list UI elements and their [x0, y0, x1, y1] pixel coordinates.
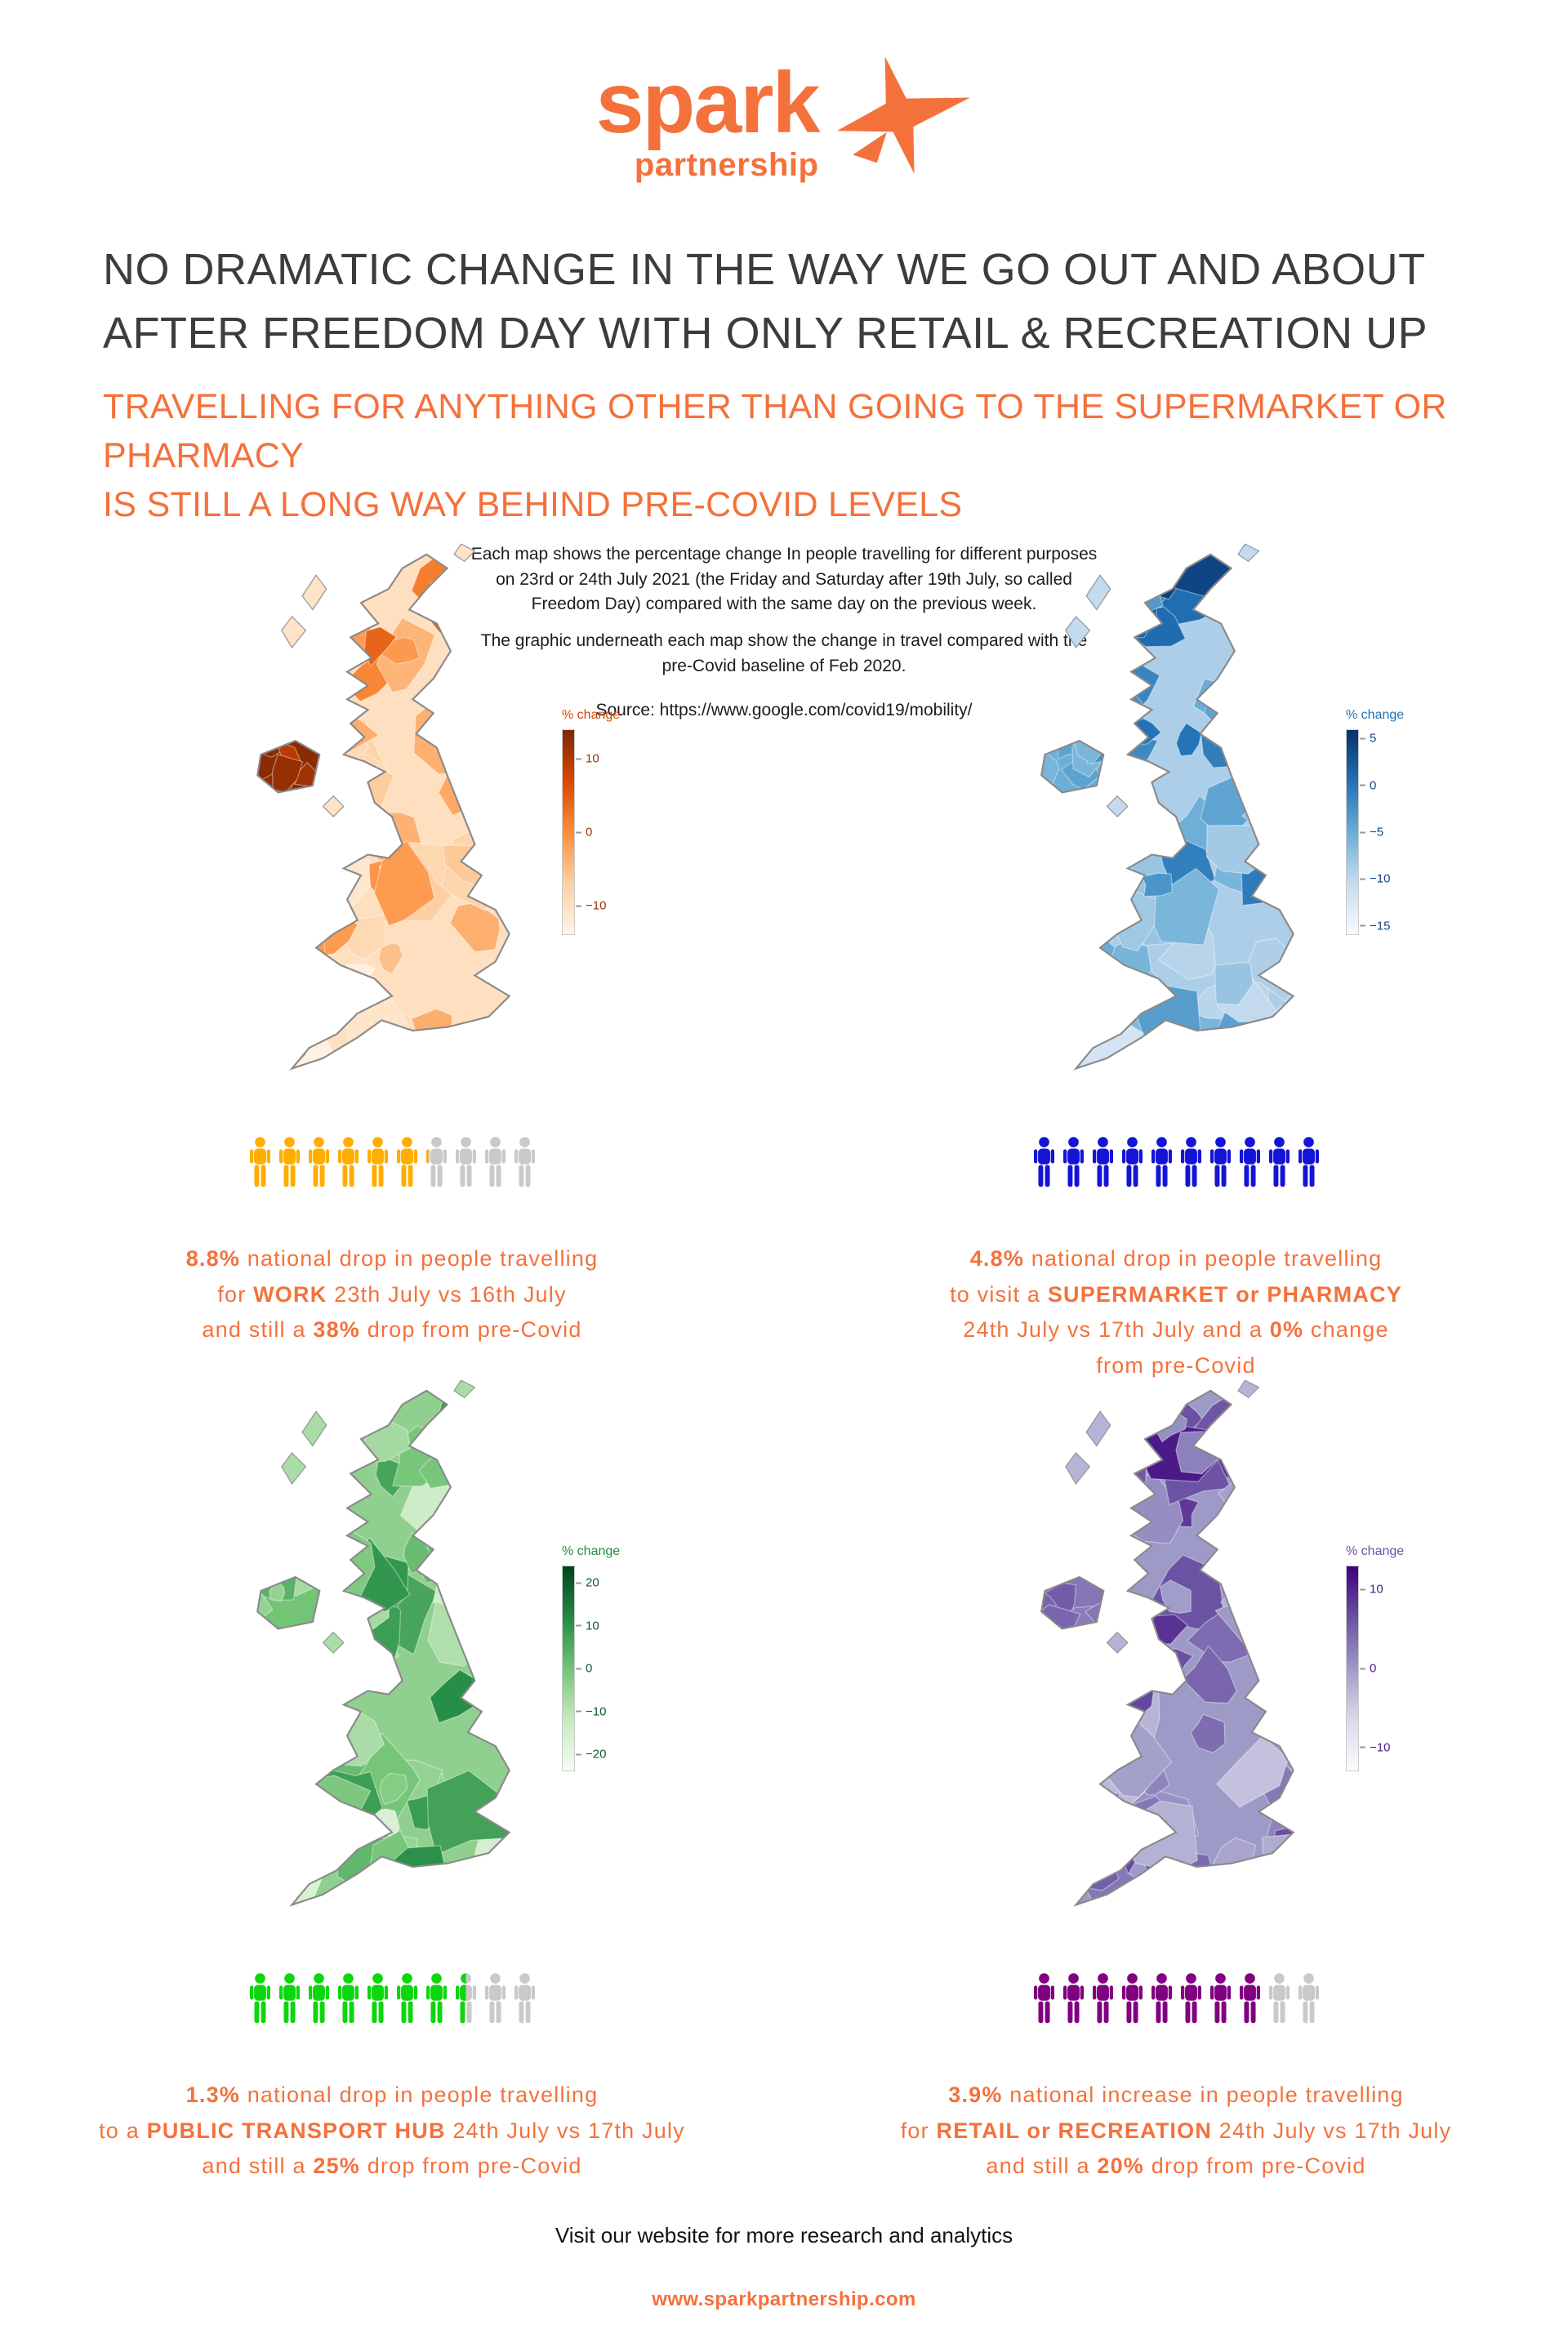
legend-label: % change [562, 708, 621, 722]
person-icon [249, 1137, 270, 1187]
legend-ticks: 10 0 −10 [576, 729, 641, 935]
person-icon [1062, 1973, 1084, 2024]
person-icon [278, 1973, 300, 2024]
person-icon [1268, 1137, 1290, 1187]
person-icon [278, 1137, 300, 1187]
person-icon [1092, 1137, 1113, 1187]
uk-choropleth-map-retail [1040, 1379, 1295, 1907]
intro-paragraph-1: Each map shows the percentage change In … [470, 545, 1098, 614]
color-scale-legend: % change 10 0 −10 [562, 708, 660, 935]
map-section-public-transport: % change 20 10 0 −10 −20 1.3% national drop … [0, 1377, 784, 2185]
legend-ticks: 20 10 0 −10 −20 [576, 1566, 641, 1771]
person-icon [1180, 1137, 1201, 1187]
person-icon [1121, 1973, 1143, 2024]
person-icon [249, 1973, 270, 2024]
map-area: % change 5 0 −5 −10 −15 [784, 541, 1568, 1093]
person-icon [396, 1137, 417, 1187]
person-icon [367, 1973, 388, 2024]
legend-label: % change [1346, 1544, 1405, 1558]
legend-label: % change [1346, 708, 1405, 722]
person-icon [337, 1137, 359, 1187]
map-caption-transport: 1.3% national drop in people travelling t… [99, 2082, 685, 2179]
map-section-retail-recreation: % change 10 0 −10 3.9% national increase i… [784, 1377, 1568, 2185]
person-icon [455, 1137, 476, 1187]
person-icon [337, 1973, 359, 2024]
intro-paragraph-2: The graphic underneath each map show the… [480, 630, 1088, 675]
legend-gradient-bar [562, 729, 575, 935]
footer-text: Visit our website for more research and … [555, 2223, 1013, 2247]
legend-label: % change [562, 1544, 621, 1558]
color-scale-legend: % change 20 10 0 −10 −20 [562, 1544, 660, 1771]
person-icon [1033, 1973, 1054, 2024]
legend-body: 10 0 −10 [562, 729, 660, 935]
legend-gradient-bar [1346, 729, 1359, 935]
color-scale-legend: % change 5 0 −5 −10 −15 [1346, 708, 1444, 935]
legend-body: 10 0 −10 [1346, 1566, 1444, 1771]
uk-choropleth-map-work [256, 543, 511, 1071]
map-area: % change 10 0 −10 [784, 1377, 1568, 1929]
map-caption-work: 8.8% national drop in people travelling f… [185, 1246, 599, 1343]
person-icon [1151, 1137, 1172, 1187]
logo-wordmark: spark [595, 55, 821, 151]
legend-ticks: 5 0 −5 −10 −15 [1360, 729, 1425, 935]
footer-url-link[interactable]: www.sparkpartnership.com [652, 2288, 916, 2310]
legend-gradient-bar [562, 1566, 575, 1771]
subheadline: TRAVELLING FOR ANYTHING OTHER THAN GOING… [103, 387, 1447, 525]
person-icon [514, 1137, 535, 1187]
person-icon [308, 1973, 329, 2024]
person-icon [1180, 1973, 1201, 2024]
intro-text: Each map shows the percentage change In … [466, 542, 1102, 735]
map-section-supermarket-pharmacy: % change 5 0 −5 −10 −15 4.8% national drop i… [784, 541, 1568, 1384]
color-scale-legend: % change 10 0 −10 [1346, 1544, 1444, 1771]
spark-star-icon [836, 56, 970, 175]
source-note: Source: https://www.google.com/covid19/m… [595, 701, 973, 720]
person-icon [1239, 1137, 1260, 1187]
legend-body: 20 10 0 −10 −20 [562, 1566, 660, 1771]
logo: spark partnership [595, 55, 973, 188]
person-icon [1239, 1973, 1260, 2024]
person-icon [514, 1973, 535, 2024]
person-icon [425, 1973, 447, 2024]
map-caption-retail: 3.9% national increase in people travell… [900, 2082, 1452, 2179]
person-icon [1298, 1973, 1319, 2024]
legend-ticks: 10 0 −10 [1360, 1566, 1425, 1771]
legend-gradient-bar [1346, 1566, 1359, 1771]
person-icon [396, 1973, 417, 2024]
pictogram-row-supermarket [1031, 1130, 1322, 1192]
headline: NO DRAMATIC CHANGE IN THE WAY WE GO OUT … [103, 245, 1428, 358]
person-icon [1121, 1137, 1143, 1187]
pictogram-row-work [247, 1130, 538, 1192]
person-icon [484, 1973, 506, 2024]
map-area: % change 10 0 −10 [0, 541, 784, 1093]
person-icon [425, 1137, 447, 1187]
pictogram-row-transport [247, 1967, 538, 2029]
legend-body: 5 0 −5 −10 −15 [1346, 729, 1444, 935]
person-icon [1268, 1973, 1290, 2024]
person-icon [1209, 1137, 1231, 1187]
person-icon [1151, 1973, 1172, 2024]
person-icon [484, 1137, 506, 1187]
map-section-work: % change 10 0 −10 8.8% national drop in pe… [0, 541, 784, 1348]
person-icon [1092, 1973, 1113, 2024]
logo-subtext: partnership [634, 146, 819, 183]
person-icon [1298, 1137, 1319, 1187]
pictogram-row-retail [1031, 1967, 1322, 2029]
person-icon [308, 1137, 329, 1187]
person-icon [455, 1973, 476, 2024]
map-caption-supermarket: 4.8% national drop in people travelling t… [950, 1246, 1402, 1379]
person-icon [367, 1137, 388, 1187]
logo-text: spark partnership [595, 55, 821, 184]
uk-choropleth-map-supermarket [1040, 543, 1295, 1071]
person-icon [1062, 1137, 1084, 1187]
uk-choropleth-map-transport [256, 1379, 511, 1907]
map-area: % change 20 10 0 −10 −20 [0, 1377, 784, 1929]
person-icon [1033, 1137, 1054, 1187]
person-icon [1209, 1973, 1231, 2024]
